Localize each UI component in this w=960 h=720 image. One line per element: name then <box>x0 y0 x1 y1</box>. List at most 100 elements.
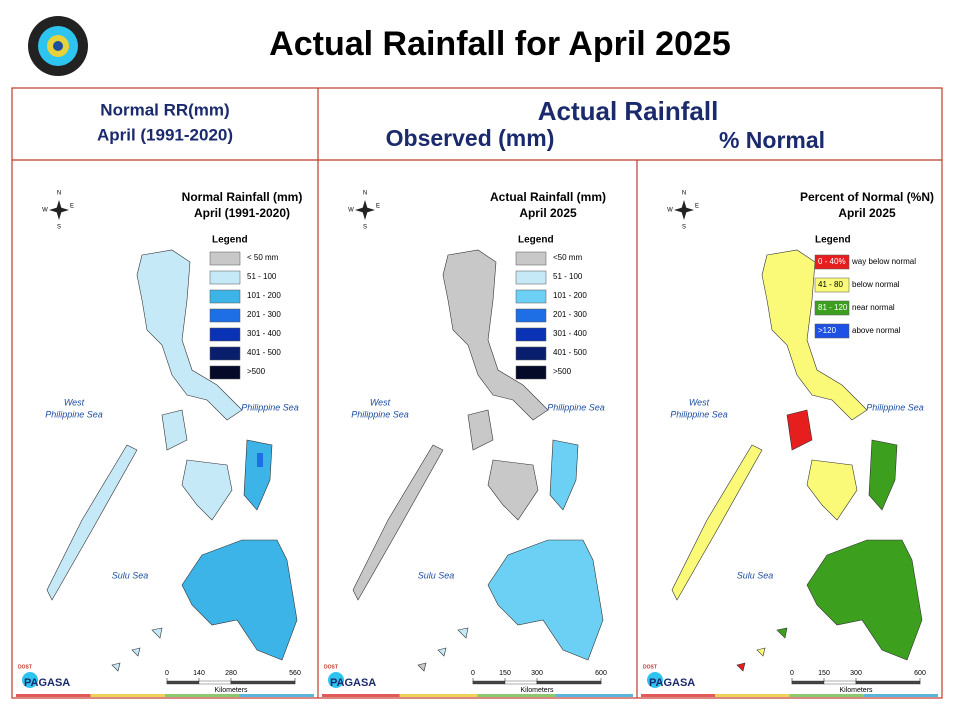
sea-label: Philippine Sea <box>866 402 924 412</box>
island <box>806 459 858 521</box>
legend-label: 401 - 500 <box>247 348 281 357</box>
compass-label: S <box>57 225 61 231</box>
legend-label: >500 <box>553 367 572 376</box>
scale-unit: Kilometers <box>520 687 554 694</box>
legend-swatch <box>814 300 850 316</box>
compass-label: W <box>667 208 673 214</box>
logo-agency: DOST <box>324 664 338 670</box>
legend-swatch <box>515 251 547 266</box>
legend-label: near normal <box>852 303 895 312</box>
legend-range: >120 <box>818 326 837 335</box>
legend-title: Legend <box>518 235 554 246</box>
legend-label: 51 - 100 <box>553 272 583 281</box>
logo-name: PAGASA <box>24 677 70 689</box>
normal-heading: April (1991-2020) <box>97 125 233 144</box>
scale-seg <box>855 680 921 685</box>
scale-label: 0 <box>471 670 475 677</box>
map-panel: N S E W Percent of Normal (%N) April 2025 Lege… <box>641 190 938 697</box>
legend-label: 201 - 300 <box>247 310 281 319</box>
footer-band <box>555 694 633 697</box>
scale-label: 150 <box>818 670 830 677</box>
compass-label: N <box>682 191 686 197</box>
sea-label: West <box>689 397 710 407</box>
observed-heading: Observed (mm) <box>386 125 555 151</box>
logo-mark <box>22 672 38 688</box>
scale-seg <box>198 680 232 685</box>
legend-label: below normal <box>852 280 900 289</box>
legend-label: >500 <box>247 367 266 376</box>
legend-swatch <box>515 270 547 285</box>
scale-seg <box>504 680 538 685</box>
legend-range: 0 - 40% <box>818 257 846 266</box>
island <box>467 409 494 451</box>
legend-swatch <box>515 289 547 304</box>
scale-seg <box>230 680 296 685</box>
sea-label: Sulu Sea <box>418 570 455 580</box>
island <box>442 249 549 421</box>
island <box>151 627 163 639</box>
legend-swatch <box>209 346 241 361</box>
map-title: Normal Rainfall (mm) <box>182 190 303 204</box>
sea-label: West <box>370 397 391 407</box>
sea-label: Philippine Sea <box>351 409 409 419</box>
island <box>549 439 579 511</box>
legend-swatch <box>209 251 241 266</box>
compass <box>674 207 694 213</box>
scale-label: 140 <box>193 670 205 677</box>
actual-heading: Actual Rainfall <box>538 96 719 126</box>
percent-heading: % Normal <box>719 127 825 153</box>
scale-label: 0 <box>790 670 794 677</box>
page-title: Actual Rainfall for April 2025 <box>269 25 731 63</box>
compass <box>49 207 69 213</box>
map-panel: N S E W Actual Rainfall (mm) April 2025 Legend… <box>322 190 633 697</box>
island <box>756 647 766 657</box>
sea-label: Philippine Sea <box>241 402 299 412</box>
legend-label: 201 - 300 <box>553 310 587 319</box>
legend-swatch <box>209 289 241 304</box>
map-title: Percent of Normal (%N) <box>800 190 934 204</box>
legend-swatch <box>814 323 850 339</box>
island <box>181 539 298 661</box>
compass <box>355 207 375 213</box>
footer-band <box>715 694 790 697</box>
scale-label: 560 <box>289 670 301 677</box>
compass-label: S <box>682 225 686 231</box>
island <box>181 459 233 521</box>
footer-band <box>165 694 240 697</box>
island <box>46 444 138 601</box>
legend-swatch <box>814 277 850 293</box>
island <box>671 444 763 601</box>
compass-label: E <box>70 204 74 210</box>
compass-label: N <box>57 191 61 197</box>
island <box>161 409 188 451</box>
map-title: April (1991-2020) <box>194 206 290 220</box>
compass-label: N <box>363 191 367 197</box>
legend-swatch <box>209 270 241 285</box>
scale-label: 300 <box>850 670 862 677</box>
footer-band <box>863 694 938 697</box>
scale-seg <box>166 680 200 685</box>
scale-unit: Kilometers <box>839 687 873 694</box>
legend-label: 51 - 100 <box>247 272 277 281</box>
legend-title: Legend <box>212 235 248 246</box>
scale-unit: Kilometers <box>214 687 248 694</box>
logo-name: PAGASA <box>649 677 695 689</box>
scale-seg <box>823 680 857 685</box>
legend-label: 101 - 200 <box>553 291 587 300</box>
sea-label: Sulu Sea <box>112 570 149 580</box>
sea-label: West <box>64 397 85 407</box>
island <box>736 662 746 672</box>
legend-label: way below normal <box>851 257 916 266</box>
legend-range: 41 - 80 <box>818 280 843 289</box>
scale-label: 0 <box>165 670 169 677</box>
scale-label: 300 <box>531 670 543 677</box>
legend-label: 301 - 400 <box>553 329 587 338</box>
sea-label: Sulu Sea <box>737 570 774 580</box>
island <box>776 627 788 639</box>
island <box>806 539 923 661</box>
island <box>417 662 427 672</box>
map-title: April 2025 <box>838 206 896 220</box>
island <box>868 439 898 511</box>
legend-swatch <box>515 327 547 342</box>
top-logo <box>28 16 88 76</box>
